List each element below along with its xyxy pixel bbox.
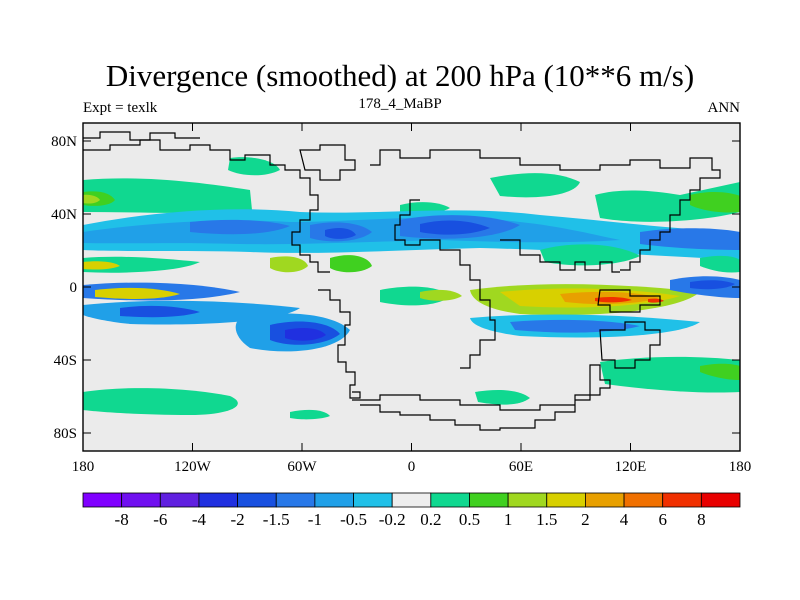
field-neg-europe-core2	[325, 227, 356, 239]
colorbar-label: 6	[658, 510, 667, 529]
coastline-eurasia	[370, 149, 721, 271]
field-neg-s-america-core2	[285, 327, 326, 341]
coastline-maritime	[597, 289, 661, 313]
coastline-antarctica	[352, 364, 611, 431]
colorbar-label: -8	[115, 510, 129, 529]
colorbar-swatch	[159, 492, 200, 508]
field-neg-north-belt3	[190, 219, 290, 235]
coastline-europe-africa	[394, 199, 496, 369]
colorbar-swatch	[623, 492, 664, 508]
colorbar-label: 0.2	[420, 510, 441, 529]
lat-label-80n: 80N	[51, 134, 77, 150]
colorbar-label: 1.5	[536, 510, 557, 529]
colorbar-label: 4	[620, 510, 629, 529]
period-label: 178_4_MaBP	[358, 96, 442, 112]
colorbar-label: 0.5	[459, 510, 480, 529]
lon-axis	[82, 123, 741, 451]
colorbar-label: 2	[581, 510, 590, 529]
field-pos-europe	[400, 202, 450, 214]
field-pos-e-pacific-s	[95, 287, 180, 299]
colorbar-label: -6	[153, 510, 167, 529]
field-neg-pacific-n	[640, 228, 740, 250]
field-neg-asia-core2	[420, 220, 490, 235]
colorbar-swatch	[353, 492, 393, 508]
field-pos-southern-ocean3	[290, 409, 330, 420]
field-pos-s-indian-core	[700, 363, 740, 380]
colorbar-swatch	[198, 492, 238, 508]
season-label: ANN	[707, 100, 741, 116]
lat-label-80s: 80S	[54, 426, 77, 442]
field-pos-asia-north2	[595, 182, 740, 222]
colorbar-label: -1	[308, 510, 322, 529]
colorbar-swatch	[314, 492, 354, 508]
colorbar-swatch	[507, 492, 548, 508]
field-pos-africa-s	[420, 289, 462, 301]
coastline-arabia-india	[500, 239, 620, 273]
field-pos-n-america	[228, 157, 280, 176]
coastline-north-america	[83, 139, 330, 273]
colorbar-swatch	[275, 492, 316, 508]
plot-title: Divergence (smoothed) at 200 hPa (10**6 …	[105, 58, 695, 93]
field-pos-n-tropics	[83, 256, 200, 273]
field-pos-n-pacific	[83, 178, 252, 213]
lat-axis	[83, 140, 740, 434]
colorbar-label: 8	[697, 510, 706, 529]
lat-tick-labels: 80N 40N 0 40S 80S	[51, 134, 77, 442]
experiment-label: Expt = texlk	[83, 100, 158, 116]
colorbar-swatch	[121, 492, 161, 508]
colorbar-swatch	[391, 492, 432, 508]
lon-label-120e: 120E	[615, 459, 647, 475]
colorbar-swatch	[430, 492, 470, 508]
coastline-greenland	[299, 144, 356, 181]
lon-label-180e: 180	[729, 459, 752, 475]
field-pos-southern-ocean2	[475, 390, 530, 405]
colorbar-label: -4	[192, 510, 207, 529]
lon-label-60e: 60E	[509, 459, 533, 475]
field-pos-caribbean	[270, 256, 308, 273]
lon-label-0: 0	[408, 459, 416, 475]
map-field	[83, 123, 740, 451]
colorbar-swatch	[82, 492, 123, 508]
colorbar-label: -1.5	[263, 510, 290, 529]
colorbar-swatch	[700, 492, 741, 508]
field-pos-wpac-n	[700, 255, 740, 273]
field-pos-n-pacific-core2	[83, 194, 100, 204]
field-pos-indian-core3	[595, 296, 632, 303]
colorbar-swatch	[662, 492, 702, 508]
field-neg-wpac-eq-core	[690, 280, 735, 290]
field-pos-india	[540, 244, 640, 266]
lon-tick-labels: 180 120W 60W 0 60E 120E 180	[72, 459, 752, 475]
colorbar-swatch	[546, 492, 586, 508]
colorbar-swatch	[585, 492, 625, 508]
colorbar-swatch	[469, 492, 509, 508]
field-pos-n-tropics-core	[83, 261, 120, 270]
lat-label-40n: 40N	[51, 207, 77, 223]
lon-label-120w: 120W	[174, 459, 212, 475]
field-pos-africa-n	[330, 255, 372, 273]
colorbar-label: -2	[231, 510, 245, 529]
field-pos-nw-pacific	[690, 192, 740, 213]
coastline-australia	[599, 321, 661, 369]
colorbar-label: -0.2	[379, 510, 406, 529]
coastline-arctic-islands	[83, 131, 200, 141]
coastlines	[83, 131, 721, 431]
field-neg-s-pacific-core	[120, 305, 200, 318]
field-pos-asia-north	[490, 173, 580, 198]
lat-label-40s: 40S	[54, 353, 77, 369]
coastline-south-america	[318, 289, 361, 399]
colorbar-label: 1	[504, 510, 513, 529]
colorbar-swatch	[237, 492, 277, 508]
lat-label-0: 0	[70, 280, 78, 296]
colorbar-label: -0.5	[340, 510, 367, 529]
lon-label-180w: 180	[72, 459, 95, 475]
lon-label-60w: 60W	[287, 459, 317, 475]
colorbar: -8 -6 -4 -2 -1.5 -1 -0.5 -0.2 0.2 0.5 1 1.5 2 4 6 8	[82, 492, 741, 529]
field-pos-southern-ocean	[83, 388, 238, 415]
